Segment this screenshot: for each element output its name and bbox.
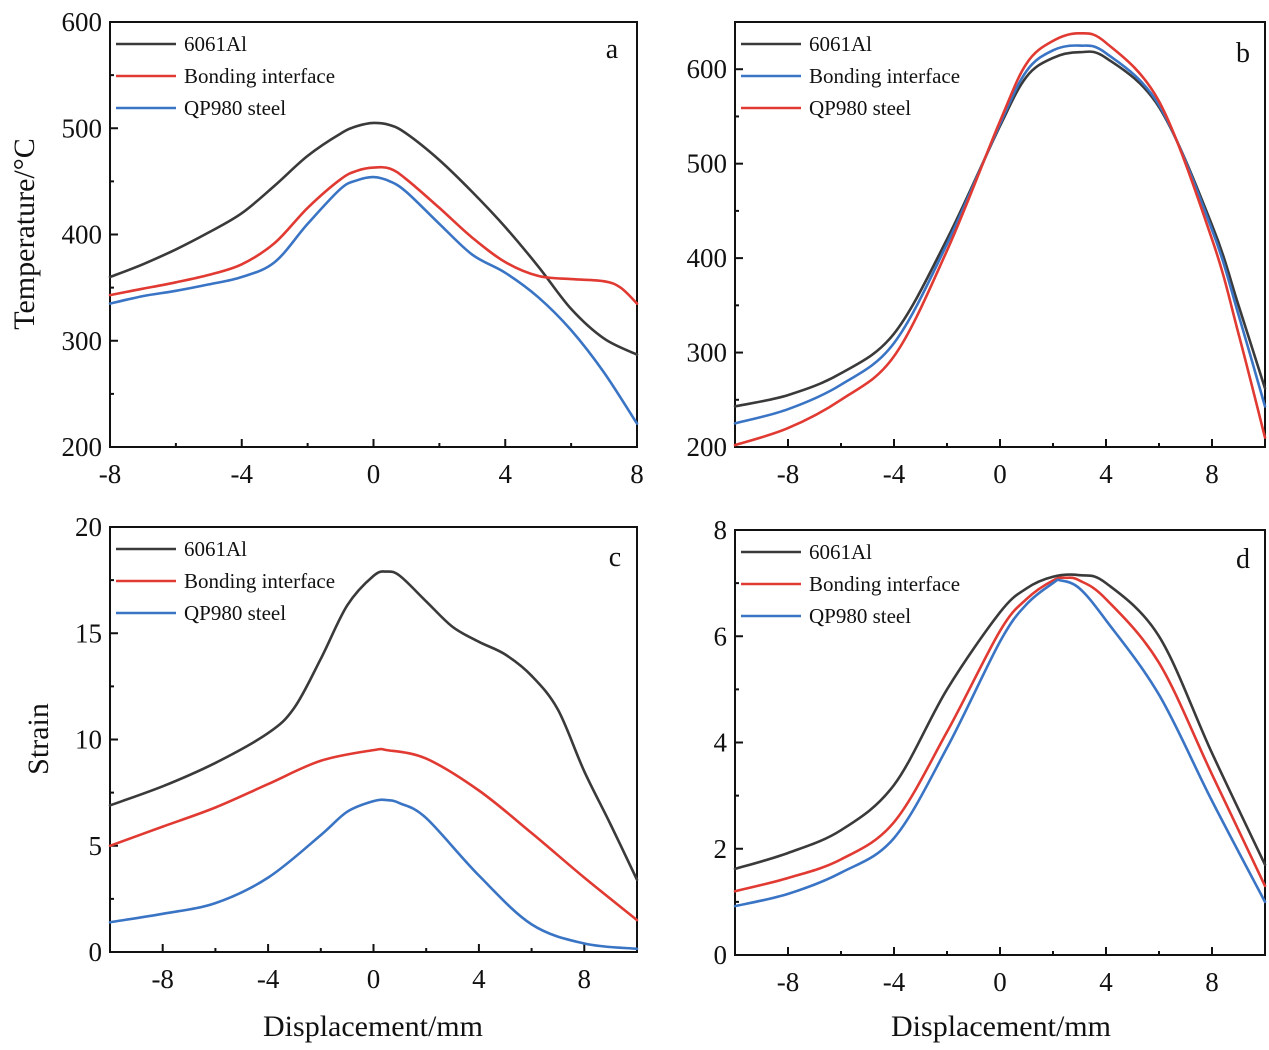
legend-label: 6061Al (809, 32, 872, 56)
y-tick-label: 15 (75, 618, 102, 648)
panel-d: -8 -4 0 4 8 0 2 4 6 8 6061Al Bonding interface QP9… (714, 515, 1267, 1043)
y-tick-label: 600 (62, 7, 103, 37)
y-axis-title: Strain (22, 703, 55, 775)
series-line-bonding-interface (733, 44, 1267, 425)
x-tick-label: 8 (578, 964, 592, 994)
x-axis: -8 -4 0 4 8 (734, 439, 1266, 489)
series-lines (108, 121, 639, 425)
y-axis: 200 300 400 500 600 (687, 21, 743, 462)
x-tick-label: -8 (99, 459, 122, 489)
legend-label: 6061Al (184, 32, 247, 56)
panel-letter: d (1236, 544, 1250, 575)
x-tick-label: 8 (630, 459, 644, 489)
series-line-qp980-steel (733, 31, 1267, 447)
panel-b: -8 -4 0 4 8 200 300 400 500 600 6061Al Bonding in… (687, 21, 1267, 489)
y-tick-label: 5 (89, 831, 103, 861)
legend: 6061Al Bonding interface QP980 steel (741, 32, 960, 120)
y-tick-label: 20 (75, 512, 102, 542)
series-line-bonding-interface (108, 165, 639, 305)
series-line-qp980-steel (108, 175, 639, 425)
series-line-qp980-steel (733, 578, 1267, 908)
x-tick-label: -4 (883, 967, 906, 997)
x-tick-label: 4 (499, 459, 513, 489)
y-tick-label: 2 (714, 834, 728, 864)
x-axis-title: Displacement/mm (891, 1010, 1111, 1043)
x-axis-title: Displacement/mm (263, 1010, 483, 1043)
legend-label: Bonding interface (184, 569, 335, 593)
x-tick-label: 0 (367, 964, 381, 994)
series-lines (733, 573, 1267, 908)
series-line-6061al (733, 573, 1267, 871)
y-tick-label: 300 (62, 326, 103, 356)
x-tick-label: -4 (257, 964, 280, 994)
x-tick-label: -8 (777, 967, 800, 997)
x-tick-label: 0 (993, 967, 1007, 997)
x-tick-label: 0 (993, 459, 1007, 489)
legend-label: QP980 steel (809, 604, 911, 628)
y-tick-label: 400 (687, 243, 728, 273)
panel-c: -8 -4 0 4 8 0 5 10 15 20 6061Al Bonding interface… (22, 512, 639, 1043)
x-tick-label: -4 (231, 459, 254, 489)
panel-letter: c (609, 542, 621, 573)
y-tick-label: 400 (62, 220, 103, 250)
x-axis: -8 -4 0 4 8 (99, 439, 644, 489)
legend-label: QP980 steel (184, 601, 286, 625)
legend-label: Bonding interface (809, 572, 960, 596)
x-tick-label: 8 (1205, 459, 1219, 489)
legend-label: 6061Al (809, 540, 872, 564)
y-tick-label: 200 (687, 432, 728, 462)
y-tick-label: 0 (89, 937, 103, 967)
x-tick-label: 0 (367, 459, 381, 489)
legend-label: QP980 steel (809, 96, 911, 120)
series-lines (733, 31, 1267, 447)
y-tick-label: 10 (75, 725, 102, 755)
x-tick-label: -4 (883, 459, 906, 489)
x-axis: -8 -4 0 4 8 (734, 947, 1266, 997)
y-tick-label: 4 (714, 728, 728, 758)
y-tick-label: 0 (714, 940, 728, 970)
series-line-bonding-interface (108, 747, 639, 922)
series-line-6061al (108, 570, 639, 882)
y-axis: 0 5 10 15 20 (75, 512, 118, 967)
x-tick-label: -8 (777, 459, 800, 489)
x-tick-label: 4 (472, 964, 486, 994)
series-line-6061al (108, 121, 639, 356)
legend: 6061Al Bonding interface QP980 steel (116, 537, 335, 625)
legend-label: Bonding interface (809, 64, 960, 88)
panel-letter: a (606, 34, 619, 65)
y-tick-label: 8 (714, 515, 728, 545)
series-line-bonding-interface (733, 576, 1267, 893)
x-tick-label: 4 (1099, 967, 1113, 997)
y-tick-label: 600 (687, 54, 728, 84)
y-axis: 200 300 400 500 600 (62, 7, 118, 462)
legend-label: QP980 steel (184, 96, 286, 120)
y-tick-label: 500 (687, 149, 728, 179)
legend: 6061Al Bonding interface QP980 steel (116, 32, 335, 120)
y-tick-label: 500 (62, 113, 103, 143)
legend-label: Bonding interface (184, 64, 335, 88)
y-tick-label: 6 (714, 621, 728, 651)
y-tick-label: 300 (687, 338, 728, 368)
y-tick-label: 200 (62, 432, 103, 462)
y-axis-title: Temperature/°C (8, 138, 41, 329)
y-axis: 0 2 4 6 8 (714, 515, 743, 970)
x-tick-label: 8 (1205, 967, 1219, 997)
series-line-6061al (733, 50, 1267, 408)
legend: 6061Al Bonding interface QP980 steel (741, 540, 960, 628)
x-axis: -8 -4 0 4 8 (109, 944, 638, 994)
panel-a: -8 -4 0 4 8 200 300 400 500 600 6061Al Bonding in… (8, 7, 644, 489)
panel-letter: b (1236, 38, 1250, 69)
x-tick-label: -8 (151, 964, 174, 994)
series-lines (108, 570, 639, 951)
legend-label: 6061Al (184, 537, 247, 561)
x-tick-label: 4 (1099, 459, 1113, 489)
series-line-qp980-steel (108, 798, 639, 951)
